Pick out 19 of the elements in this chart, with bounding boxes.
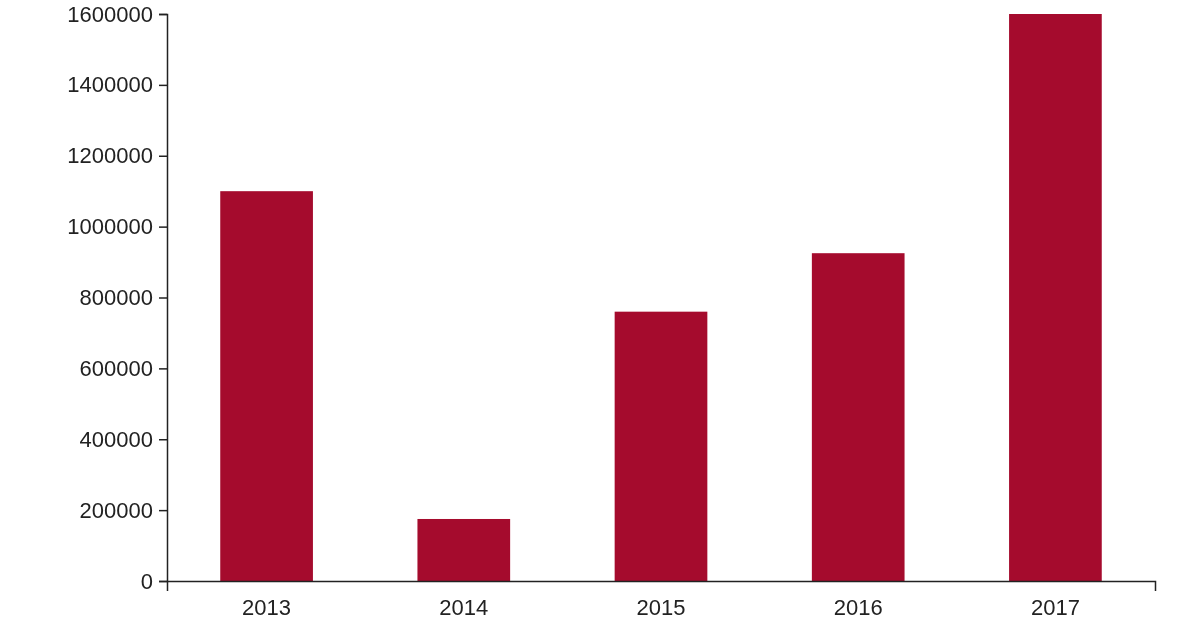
bar [417,518,511,581]
y-tick-label: 400000 [79,426,153,452]
y-tick-label: 200000 [79,497,153,523]
bar [220,191,313,581]
x-tick-label: 2013 [242,594,292,620]
y-tick-label: 800000 [79,285,153,311]
bar [811,253,905,581]
y-tick-label: 1400000 [67,72,153,98]
y-tick-label: 1200000 [67,143,153,169]
y-tick-label: 1600000 [67,1,153,27]
y-tick-label: 0 [140,568,153,594]
x-tick-label: 2015 [636,594,686,620]
x-tick-label: 2016 [833,594,883,620]
y-tick-label: 600000 [79,355,153,381]
bar [1009,14,1102,581]
bar [614,311,708,581]
x-tick-label: 2017 [1030,594,1080,620]
x-tick-label: 2014 [439,594,489,620]
y-tick-label: 1000000 [67,214,153,240]
